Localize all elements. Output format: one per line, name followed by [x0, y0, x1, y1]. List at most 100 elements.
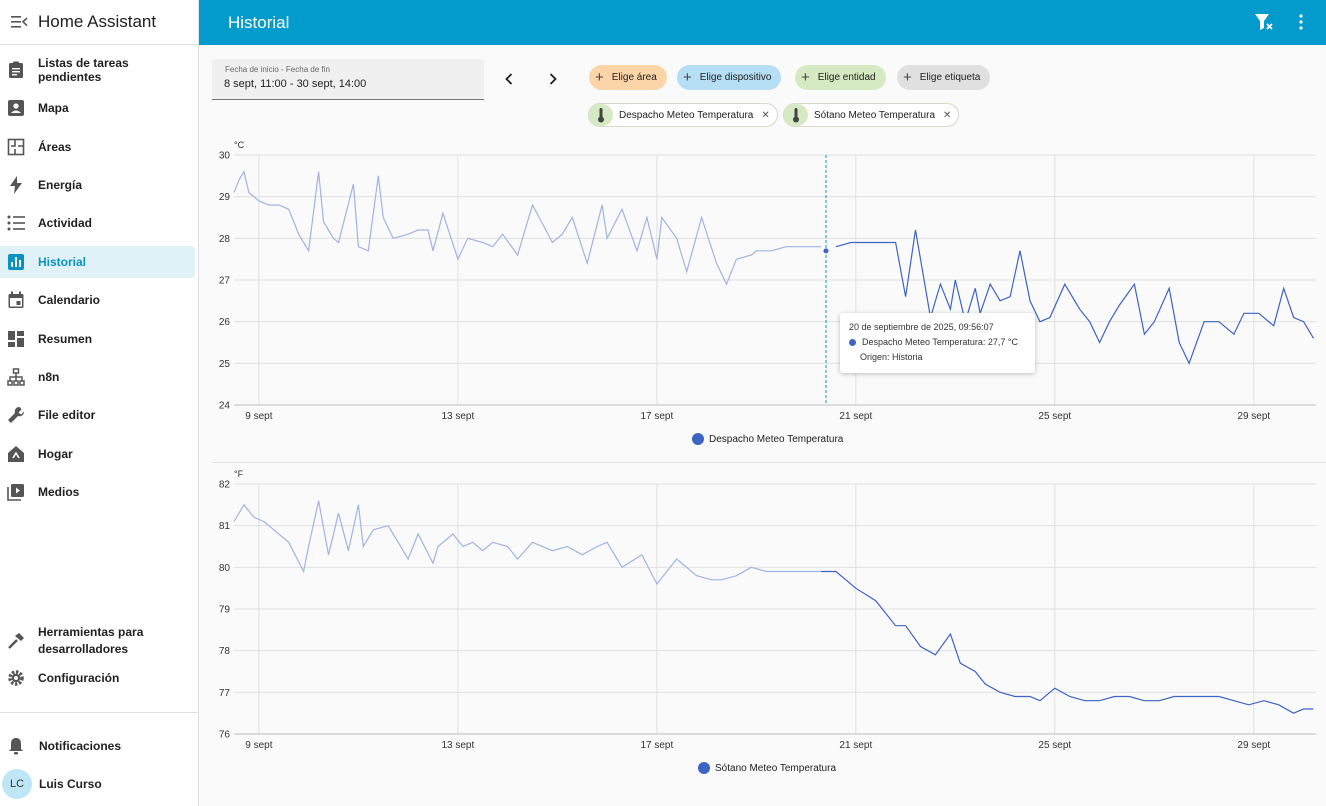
x-tick-label: 21 sept: [839, 740, 872, 751]
tooltip-source: Origen: Historia: [860, 352, 923, 362]
choose-device-chip[interactable]: + Elige dispositivo: [677, 65, 782, 90]
date-range-picker[interactable]: Fecha de inicio - Fecha de fin 8 sept, 1…: [212, 59, 484, 100]
sitemap-icon: [6, 367, 26, 387]
series-line-faded: [233, 170, 821, 286]
tooltip-time: 20 de septiembre de 2025, 09:56:07: [849, 322, 994, 332]
sidebar-item-label: n8n: [38, 370, 60, 384]
sidebar-item-map[interactable]: Mapa: [0, 92, 195, 124]
sidebar-item-energy[interactable]: Energía: [0, 169, 195, 201]
choose-area-chip[interactable]: + Elige área: [589, 65, 667, 90]
sidebar-header: Home Assistant: [0, 0, 198, 45]
y-tick-label: 26: [219, 317, 231, 328]
y-tick-label: 82: [219, 480, 231, 491]
entity-chip-label: Despacho Meteo Temperatura: [619, 109, 754, 121]
chart-tooltip: 20 de septiembre de 2025, 09:56:07 Despa…: [840, 313, 1035, 373]
sidebar-item-file-editor[interactable]: File editor: [0, 399, 195, 431]
x-tick-label: 29 sept: [1237, 740, 1270, 751]
sidebar-item-label: Actividad: [38, 216, 93, 230]
dev-tools-line2: desarrolladores: [38, 642, 129, 656]
chevron-right-icon[interactable]: [542, 68, 564, 90]
choose-device-label: Elige dispositivo: [699, 72, 772, 83]
chevron-left-icon[interactable]: [498, 68, 520, 90]
filter-remove-icon[interactable]: [1253, 11, 1275, 33]
chart-unit-celsius: °C: [234, 140, 245, 150]
x-tick-label: 13 sept: [441, 740, 474, 751]
temperature-chart-fahrenheit[interactable]: 82 81 80 79 78 77 76 9 sept 13 sept 17 sept 21 sep…: [212, 469, 1326, 759]
date-range-value: 8 sept, 11:00 - 30 sept, 14:00: [224, 78, 367, 90]
choose-area-label: Elige área: [611, 72, 657, 83]
sidebar-item-notifications[interactable]: Notificaciones: [0, 730, 195, 762]
y-tick-label: 29: [219, 192, 231, 203]
legend-label: Despacho Meteo Temperatura: [709, 433, 844, 445]
sidebar-item-calendar[interactable]: Calendario: [0, 284, 195, 316]
sidebar-item-label: Áreas: [38, 140, 72, 154]
page-title: Historial: [228, 12, 290, 32]
entity-chip[interactable]: Despacho Meteo Temperatura ✕: [588, 103, 778, 127]
sidebar-item-label: Historial: [38, 255, 87, 269]
map-account-icon: [6, 98, 26, 118]
plus-icon: +: [903, 69, 912, 86]
thermometer-icon: [784, 104, 808, 126]
y-tick-label: 27: [219, 276, 231, 287]
sidebar-item-history[interactable]: Historial: [0, 246, 195, 278]
y-tick-label: 76: [219, 730, 231, 741]
sidebar-item-overview[interactable]: Resumen: [0, 323, 195, 355]
sidebar-item-logbook[interactable]: Actividad: [0, 207, 195, 239]
sidebar-item-n8n[interactable]: n8n: [0, 361, 195, 393]
chart-unit-fahrenheit: °F: [234, 469, 244, 479]
legend-label: Sótano Meteo Temperatura: [715, 762, 837, 774]
chart-box-icon: [6, 252, 26, 272]
y-tick-label: 28: [219, 234, 231, 245]
menu-open-icon[interactable]: [4, 6, 36, 38]
y-tick-label: 30: [219, 151, 231, 162]
dev-tools-line1: Herramientas para: [38, 625, 144, 639]
home-automation-icon: [6, 444, 26, 464]
entity-chip-label: Sótano Meteo Temperatura: [814, 109, 936, 121]
x-tick-label: 21 sept: [839, 411, 872, 422]
choose-entity-chip[interactable]: + Elige entidad: [795, 65, 886, 90]
sidebar-item-developer-tools[interactable]: Herramientas para desarrolladores: [0, 621, 195, 661]
x-tick-label: 29 sept: [1237, 411, 1270, 422]
y-tick-label: 25: [219, 359, 231, 370]
user-name: Luis Curso: [39, 777, 102, 791]
clipboard-list-icon: [6, 60, 26, 80]
choose-label-chip[interactable]: + Elige etiqueta: [897, 65, 991, 90]
sidebar-item-label: Calendario: [38, 293, 101, 307]
sidebar-item-home[interactable]: Hogar: [0, 438, 195, 470]
calendar-icon: [6, 290, 26, 310]
legend-item[interactable]: Sótano Meteo Temperatura: [698, 762, 836, 774]
entity-chip[interactable]: Sótano Meteo Temperatura ✕: [783, 103, 960, 127]
sidebar-item-todo[interactable]: Listas de tareas pendientes: [0, 54, 195, 86]
sidebar: Home Assistant Listas de tareas pendient…: [0, 0, 199, 806]
sidebar-item-label: File editor: [38, 408, 96, 422]
y-tick-label: 77: [219, 688, 231, 699]
floor-plan-icon: [6, 137, 26, 157]
view-dashboard-icon: [6, 329, 26, 349]
choose-entity-label: Elige entidad: [817, 72, 876, 83]
x-tick-label: 9 sept: [245, 740, 272, 751]
series-line: [821, 570, 1314, 714]
sidebar-divider: [0, 712, 199, 713]
sidebar-item-media[interactable]: Medios: [0, 476, 195, 508]
legend-dot: [692, 433, 704, 445]
cog-icon: [6, 668, 26, 688]
thermometer-icon: [589, 104, 613, 126]
lightning-bolt-icon: [6, 175, 26, 195]
close-icon[interactable]: ✕: [761, 109, 770, 121]
temperature-chart-celsius[interactable]: 30 29 28 27 26 25 24 9 sept 13 sept 17 sept 21 sep…: [212, 140, 1326, 430]
sidebar-item-areas[interactable]: Áreas: [0, 131, 195, 163]
x-tick-label: 25 sept: [1038, 740, 1071, 751]
legend-item[interactable]: Despacho Meteo Temperatura: [692, 433, 843, 445]
y-tick-label: 80: [219, 563, 231, 574]
close-icon[interactable]: ✕: [943, 109, 952, 121]
tooltip-series: Despacho Meteo Temperatura: 27,7 °C: [849, 337, 1018, 347]
sidebar-item-user[interactable]: LC Luis Curso: [0, 768, 195, 800]
y-tick-label: 78: [219, 646, 231, 657]
x-tick-label: 17 sept: [640, 740, 673, 751]
plus-icon: +: [801, 69, 810, 86]
choose-label-label: Elige etiqueta: [919, 72, 981, 83]
more-vert-icon[interactable]: [1290, 11, 1312, 33]
sidebar-item-settings[interactable]: Configuración: [0, 662, 195, 694]
avatar: LC: [2, 769, 32, 799]
date-range-label: Fecha de inicio - Fecha de fin: [225, 65, 330, 74]
